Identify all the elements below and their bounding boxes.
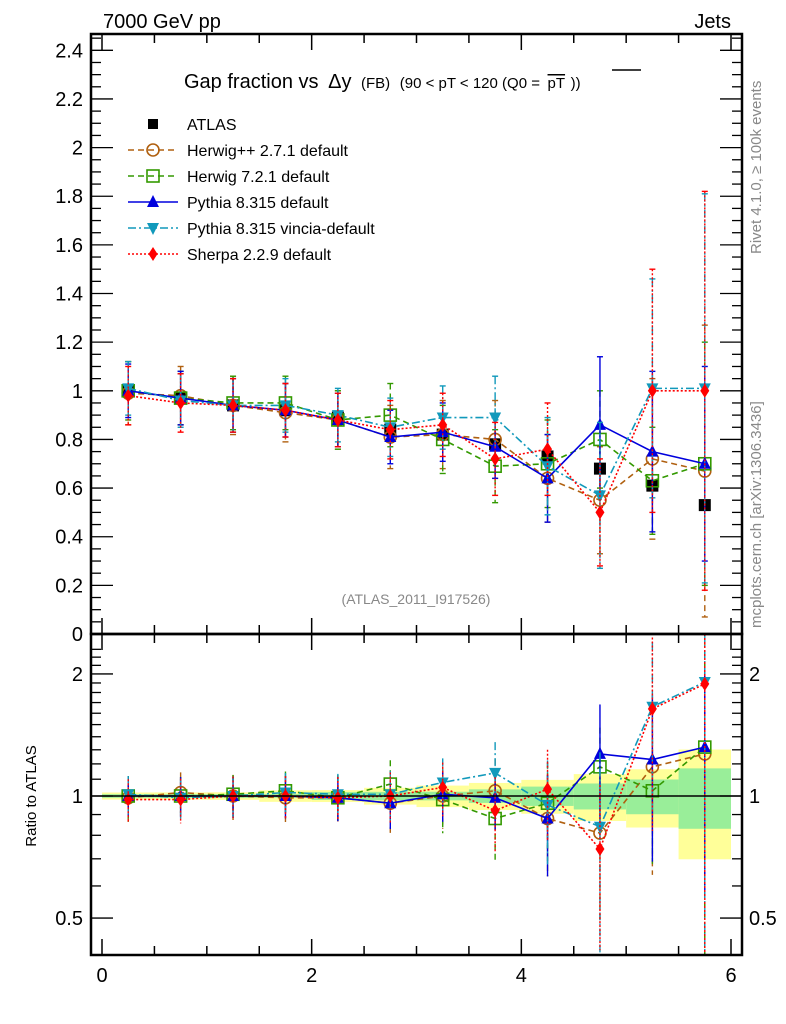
legend-entry: Herwig 7.2.1 default	[128, 169, 330, 186]
ratio-series-marker	[489, 767, 502, 780]
legend-label: Pythia 8.315 vincia-default	[187, 221, 375, 238]
y-tick-label: 0.4	[55, 527, 83, 549]
ratio-series-4	[123, 634, 710, 955]
ratio-uncertainty-bands	[102, 749, 731, 860]
series-marker	[228, 398, 238, 413]
title-cut: (90 < pT < 120 (Q0 =	[400, 75, 540, 92]
legend-label: ATLAS	[187, 117, 237, 134]
ratio-series-marker	[700, 676, 710, 691]
series-0	[121, 324, 712, 618]
header-right: Jets	[694, 11, 731, 33]
legend-marker-icon	[146, 143, 160, 157]
title-close: ))	[571, 75, 581, 92]
ratio-y-tick-label: 1	[72, 786, 83, 808]
legend-label: Sherpa 2.2.9 default	[187, 247, 332, 264]
ratio-series-marker	[595, 842, 605, 857]
title-fb: (FB)	[361, 75, 390, 92]
title-main: Gap fraction vs	[184, 71, 319, 93]
y-tick-label: 2	[72, 138, 83, 160]
legend: ATLAS Herwig++ 2.7.1 default Herwig 7.2.1 …	[128, 117, 375, 264]
ratio-series-marker	[543, 782, 553, 797]
series-line	[128, 390, 706, 482]
legend-entry: Herwig++ 2.7.1 default	[128, 143, 349, 160]
legend-marker-icon	[148, 119, 158, 129]
side-label-mcplots: mcplots.cern.ch [arXiv:1306.3436]	[748, 401, 765, 628]
x-tick-label: 2	[306, 965, 317, 987]
chart-title: Gap fraction vs Δy (FB) (90 < pT < 120 (…	[184, 71, 581, 93]
series-marker	[700, 383, 710, 398]
ratio-series-marker	[647, 701, 657, 716]
title-pt: pT	[548, 75, 566, 92]
ratio-series-marker	[490, 803, 500, 818]
series-1	[121, 341, 712, 587]
series-marker	[333, 412, 343, 427]
axes: 0 2 4 6 0 0.2 0.4 0.6 0.8 1 1.2 1.4 1.6 1.8 2 2.2 2.4 0.5…	[55, 34, 777, 987]
header-left: 7000 GeV pp	[103, 11, 221, 33]
ratio-y-tick-label-right: 1	[749, 786, 760, 808]
ratio-series-marker	[593, 821, 606, 834]
y-tick-label: 1.4	[55, 284, 83, 306]
series-line	[128, 390, 705, 480]
ratio-y-tick-label: 0.5	[55, 908, 83, 930]
series-line	[128, 389, 705, 514]
series-marker	[647, 383, 657, 398]
series-4	[123, 190, 710, 591]
series-marker	[595, 505, 605, 520]
series-marker	[123, 388, 133, 403]
y-tick-label: 1.6	[55, 235, 83, 257]
y-tick-label: 0.8	[55, 429, 83, 451]
ratio-series-marker	[541, 811, 554, 824]
main-plot-layer	[121, 190, 712, 618]
series-line	[128, 392, 705, 502]
y-tick-label: 1.8	[55, 186, 83, 208]
series-marker	[385, 422, 395, 437]
x-tick-label: 4	[516, 965, 527, 987]
ratio-series-line	[128, 683, 706, 851]
y-tick-label: 2.4	[55, 40, 83, 62]
legend-label: Herwig 7.2.1 default	[187, 169, 330, 186]
series-marker	[490, 451, 500, 466]
y-tick-label: 0.6	[55, 478, 83, 500]
legend-entry: Pythia 8.315 vincia-default	[128, 221, 375, 238]
ratio-series-marker	[333, 790, 343, 805]
side-label-rivet: Rivet 4.1.0, ≥ 100k events	[748, 81, 765, 254]
ratio-series-marker	[438, 780, 448, 795]
series-marker	[543, 442, 553, 457]
legend-marker-icon	[147, 223, 159, 235]
y-tick-label: 0.2	[55, 575, 83, 597]
legend-marker-icon	[147, 195, 159, 207]
y-tick-label: 1	[72, 381, 83, 403]
analysis-label: (ATLAS_2011_I917526)	[342, 591, 491, 607]
series-marker	[280, 403, 290, 418]
y-tick-label: 0	[72, 624, 83, 646]
ratio-y-tick-label-right: 0.5	[749, 908, 777, 930]
series-marker	[176, 395, 186, 410]
y-tick-label: 1.2	[55, 332, 83, 354]
legend-label: Herwig++ 2.7.1 default	[187, 143, 349, 160]
ratio-y-tick-label: 2	[72, 664, 83, 686]
series-marker	[489, 412, 502, 425]
x-tick-label: 6	[725, 965, 736, 987]
legend-marker-icon	[148, 247, 158, 261]
legend-marker-icon	[146, 169, 160, 183]
legend-entry: Pythia 8.315 default	[128, 195, 329, 212]
series-marker	[438, 417, 448, 432]
legend-label: Pythia 8.315 default	[187, 195, 329, 212]
legend-entry: ATLAS	[148, 117, 237, 134]
ratio-y-tick-label-right: 2	[749, 664, 760, 686]
y-tick-label: 2.2	[55, 89, 83, 111]
legend-entry: Sherpa 2.2.9 default	[128, 247, 332, 264]
series-line	[128, 387, 705, 497]
x-tick-label: 0	[96, 965, 107, 987]
title-delta: Δy	[328, 71, 351, 93]
ratio-axis-label: Ratio to ATLAS	[23, 745, 40, 846]
